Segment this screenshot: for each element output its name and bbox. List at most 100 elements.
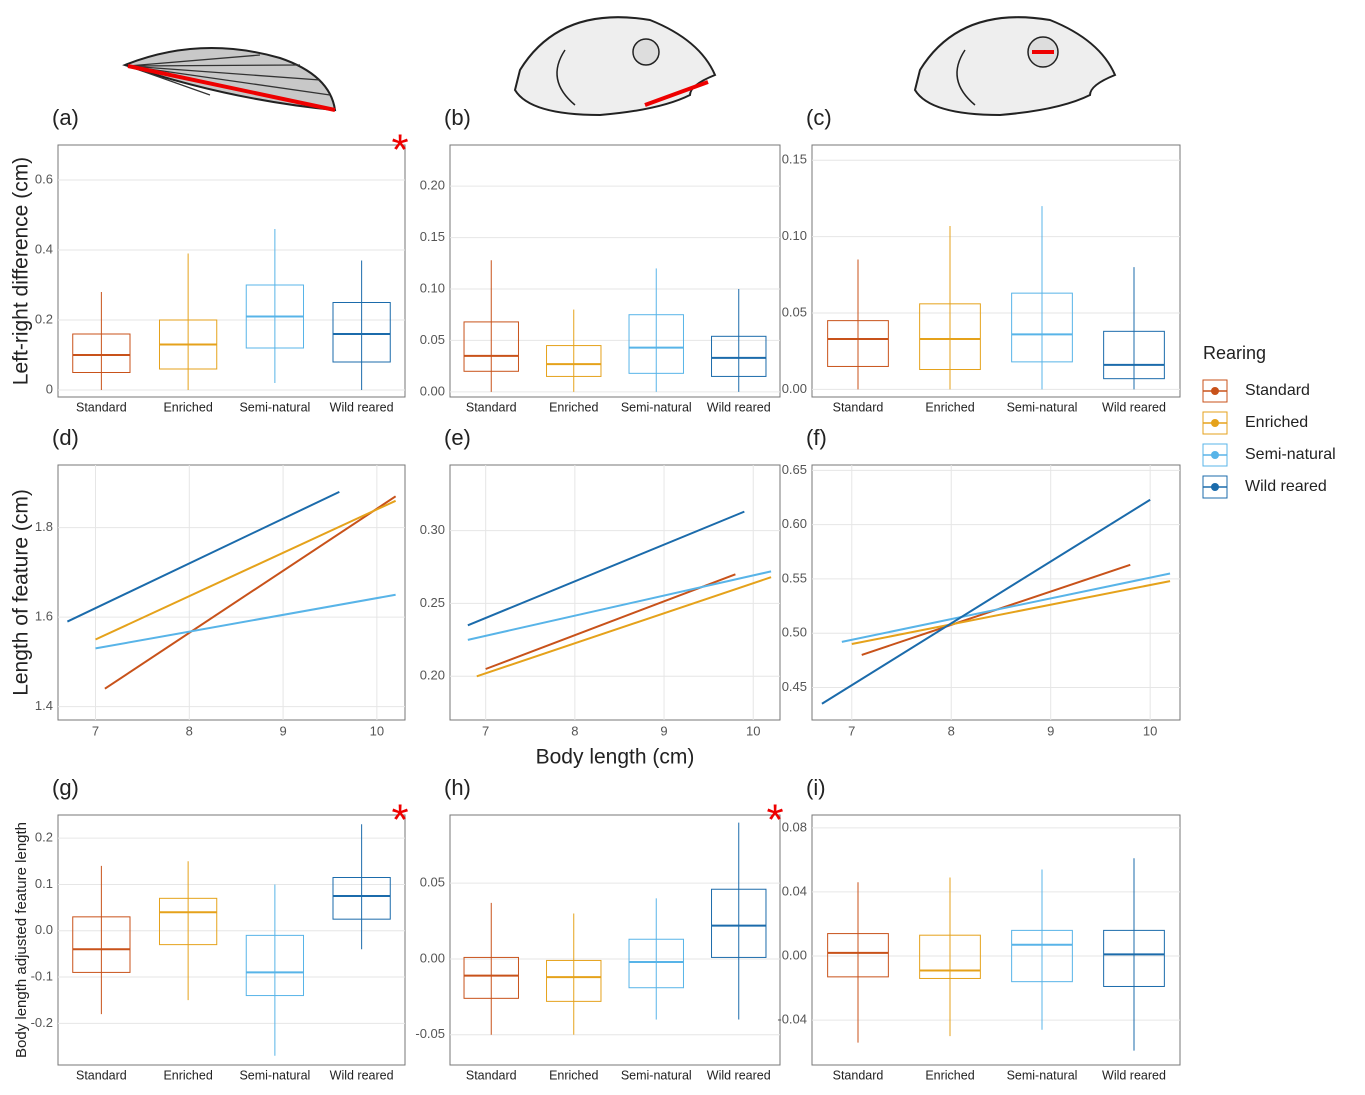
box [463,956,519,999]
regression-line [95,593,396,650]
y-tick-label: 0.00 [420,950,445,965]
x-tick-label: Semi-natural [239,400,310,414]
regression-line [485,573,736,670]
box [546,959,602,1002]
x-tick-label: Standard [833,400,884,414]
x-tick-label: Standard [466,1068,517,1082]
x-tick-label: Wild reared [330,1068,394,1082]
box [72,916,131,973]
box [628,938,684,989]
box [1103,330,1165,380]
plot-border [449,814,781,1066]
y-axis-title: Body length adjusted feature length [13,822,30,1058]
regression-line [821,498,1151,705]
x-tick-label: 10 [370,723,384,738]
x-tick-label: Enriched [163,1068,212,1082]
y-tick-label: 0.60 [782,516,807,531]
y-tick-label: 0.20 [420,178,445,193]
legend-key-dot [1211,483,1219,491]
y-tick-label: 0.08 [782,819,807,834]
y-tick-label: -0.05 [415,1026,445,1041]
y-tick-label: 0.65 [782,462,807,477]
x-tick-label: Semi-natural [1007,400,1078,414]
y-tick-label: 0.6 [35,171,53,186]
legend-label: Semi-natural [1245,446,1336,463]
x-tick-label: Semi-natural [621,1068,692,1082]
plot-border [57,464,406,721]
y-tick-label: 0.05 [420,332,445,347]
y-axis-title: Length of feature (cm) [10,489,33,696]
y-tick-label: 0.00 [420,383,445,398]
x-tick-label: 10 [1143,723,1157,738]
x-tick-label: Semi-natural [621,400,692,414]
x-tick-label: 8 [948,723,955,738]
box [1103,929,1165,987]
y-tick-label: 0.10 [420,280,445,295]
box [711,335,767,377]
x-tick-label: 7 [848,723,855,738]
legend-label: Wild reared [1245,478,1327,495]
plot-border [57,814,406,1066]
y-tick-label: 0.2 [35,311,53,326]
x-tick-label: 10 [746,723,760,738]
y-tick-label: 0.05 [782,304,807,319]
y-axis-title: Left-right difference (cm) [10,157,33,385]
x-tick-label: 7 [92,723,99,738]
x-tick-label: Wild reared [1102,1068,1166,1082]
y-tick-label: 0.25 [420,595,445,610]
regression-line [104,495,397,690]
y-tick-label: 0.0 [35,922,53,937]
legend-key-dot [1211,451,1219,459]
legend-key-dot [1211,419,1219,427]
panel-label: (b) [444,105,471,130]
y-tick-label: 0.15 [420,229,445,244]
x-tick-label: Standard [76,1068,127,1082]
box [919,934,981,979]
y-tick-label: 0.4 [35,241,53,256]
head-icon-jaw [513,16,717,117]
y-tick-label: 0.00 [782,947,807,962]
regression-line [851,580,1171,646]
panel-label: (f) [806,425,827,450]
plot-border [811,464,1181,721]
x-tick-label: Standard [466,400,517,414]
box [628,314,684,374]
plot-border [449,144,781,398]
significance-star: * [391,126,408,175]
x-tick-label: Wild reared [707,1068,771,1082]
y-tick-label: 0.00 [782,381,807,396]
x-tick-label: 9 [1047,723,1054,738]
y-tick-label: 0.55 [782,570,807,585]
y-tick-label: 1.4 [35,698,53,713]
x-axis-title: Body length (cm) [536,746,695,769]
x-tick-label: Enriched [549,1068,598,1082]
x-tick-label: Semi-natural [1007,1068,1078,1082]
box [827,320,889,367]
legend-key-dot [1211,387,1219,395]
x-tick-label: 7 [482,723,489,738]
regression-line [66,490,340,623]
x-tick-label: 9 [660,723,667,738]
y-tick-label: -0.1 [31,968,53,983]
y-tick-label: 1.8 [35,519,53,534]
y-tick-label: 0.15 [782,152,807,167]
x-tick-label: Standard [833,1068,884,1082]
panel-label: (a) [52,105,79,130]
y-tick-label: 0.05 [420,875,445,890]
plot-border [811,144,1181,398]
box [332,877,391,920]
box [158,897,218,946]
panel-label: (g) [52,775,79,800]
x-tick-label: 8 [186,723,193,738]
regression-line [841,572,1171,643]
regression-line [95,499,397,641]
fin-icon [122,47,337,112]
x-tick-label: Enriched [925,400,974,414]
regression-line [467,570,772,641]
y-tick-label: -0.2 [31,1015,53,1030]
panel-label: (h) [444,775,471,800]
y-tick-label: -0.04 [777,1012,807,1027]
y-tick-label: 0.04 [782,883,807,898]
